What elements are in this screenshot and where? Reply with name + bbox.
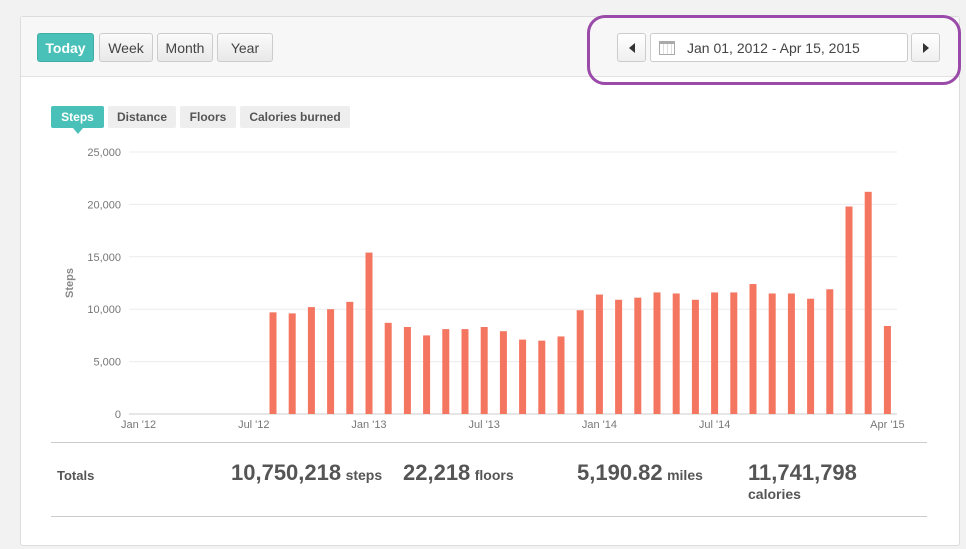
divider-bottom xyxy=(51,516,927,517)
bar xyxy=(595,294,603,414)
calendar-icon xyxy=(659,40,675,55)
bar xyxy=(787,293,795,414)
tab-calories-burned[interactable]: Calories burned xyxy=(240,106,350,128)
bar xyxy=(576,310,584,414)
previous-range-button[interactable] xyxy=(617,33,646,62)
toolbar: Today Week Month Year Jan 01, 2012 - Apr… xyxy=(21,17,959,77)
period-week-button[interactable]: Week xyxy=(99,33,153,62)
caret-right-icon xyxy=(922,42,929,53)
total-steps-value: 10,750,218 xyxy=(231,460,342,485)
x-tick-label: Jul '13 xyxy=(468,419,499,431)
x-tick-label: Jan '14 xyxy=(582,419,617,431)
bar xyxy=(461,329,469,414)
bar xyxy=(269,312,277,414)
bar xyxy=(423,335,431,414)
bar xyxy=(691,299,699,414)
bar xyxy=(826,289,834,414)
x-tick-label: Apr '15 xyxy=(870,419,905,431)
total-miles-value: 5,190.82 xyxy=(577,460,663,485)
tab-steps[interactable]: Steps xyxy=(51,106,104,134)
bar xyxy=(365,252,373,414)
x-tick-label: Jul '12 xyxy=(238,419,269,431)
total-floors: 22,218 floors xyxy=(403,460,514,486)
bar xyxy=(615,299,623,414)
next-range-button[interactable] xyxy=(911,33,940,62)
bar xyxy=(538,340,546,414)
total-calories: 11,741,798 calories xyxy=(748,460,857,502)
y-tick-label: 25,000 xyxy=(87,147,121,159)
bar xyxy=(480,327,488,414)
bar xyxy=(768,293,776,414)
bar xyxy=(672,293,680,414)
total-miles: 5,190.82 miles xyxy=(577,460,703,486)
y-axis-label: Steps xyxy=(64,268,76,298)
date-range-text: Jan 01, 2012 - Apr 15, 2015 xyxy=(687,39,860,56)
total-floors-value: 22,218 xyxy=(403,460,471,485)
bar xyxy=(883,325,891,414)
total-floors-unit: floors xyxy=(474,467,514,483)
period-month-button[interactable]: Month xyxy=(157,33,213,62)
total-calories-value: 11,741,798 xyxy=(748,460,857,485)
bar xyxy=(711,292,719,414)
x-tick-label: Jan '12 xyxy=(121,419,156,431)
caret-left-icon xyxy=(628,42,635,53)
steps-bar-chart: 0 5,000 10,000 15,000 20,000 25,000 Jan '12 Jul… xyxy=(64,147,905,431)
bar xyxy=(749,284,757,414)
total-steps-unit: steps xyxy=(345,467,383,483)
bar xyxy=(442,329,450,414)
y-tick-label: 15,000 xyxy=(87,252,121,264)
x-tick-label: Jan '13 xyxy=(351,419,386,431)
bar xyxy=(730,292,738,414)
bar xyxy=(557,336,565,414)
bar xyxy=(845,206,853,414)
tab-distance[interactable]: Distance xyxy=(108,106,176,128)
divider xyxy=(51,442,927,443)
period-today-button[interactable]: Today xyxy=(37,33,94,62)
total-steps: 10,750,218 steps xyxy=(231,460,382,486)
total-calories-unit: calories xyxy=(748,486,801,502)
chart-labels: 0 5,000 10,000 15,000 20,000 25,000 Jan '12 Jul… xyxy=(87,147,904,431)
bar xyxy=(634,297,642,414)
totals-label: Totals xyxy=(57,468,95,483)
total-miles-unit: miles xyxy=(667,467,703,483)
bar xyxy=(653,292,661,414)
y-tick-label: 10,000 xyxy=(87,304,121,316)
y-tick-label: 20,000 xyxy=(87,199,121,211)
bar xyxy=(307,307,315,414)
y-tick-label: 5,000 xyxy=(93,357,121,369)
date-range-field[interactable]: Jan 01, 2012 - Apr 15, 2015 xyxy=(650,33,908,62)
bar xyxy=(384,322,392,414)
bar xyxy=(864,191,872,414)
chart-bars xyxy=(269,191,891,414)
bar xyxy=(499,331,507,414)
tab-floors[interactable]: Floors xyxy=(180,106,236,128)
bar xyxy=(327,309,335,414)
chart-grid xyxy=(129,151,897,415)
period-year-button[interactable]: Year xyxy=(217,33,273,62)
bar xyxy=(403,327,411,414)
bar xyxy=(807,298,815,414)
dashboard-panel: Today Week Month Year Jan 01, 2012 - Apr… xyxy=(20,15,961,546)
x-tick-label: Jul '14 xyxy=(699,419,730,431)
bar xyxy=(519,339,527,414)
bar xyxy=(288,313,296,414)
y-tick-label: 0 xyxy=(115,409,121,421)
bar xyxy=(346,301,354,414)
